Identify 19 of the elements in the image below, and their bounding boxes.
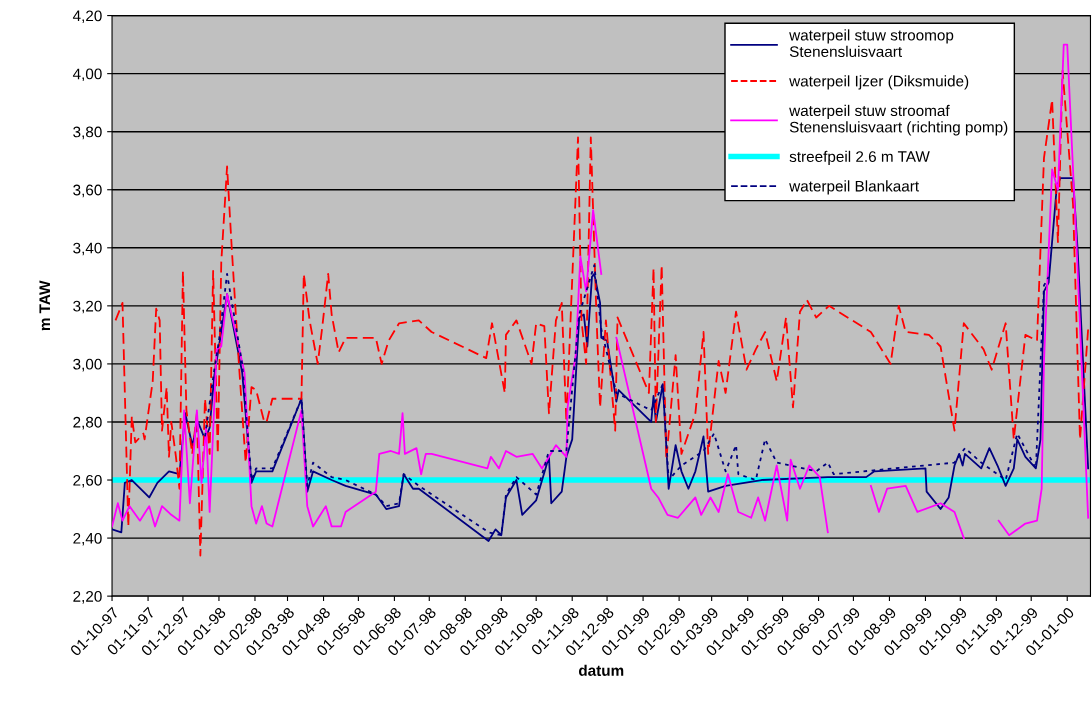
y-tick-label: 3,00 <box>73 358 102 372</box>
legend-label: waterpeil stuw stroomaf Stenensluisvaart (richting pomp) <box>789 104 1008 136</box>
y-tick-label: 3,80 <box>73 126 102 140</box>
y-tick-label: 3,40 <box>73 242 102 256</box>
y-tick-label: 4,00 <box>72 68 102 82</box>
y-tick-label: 2,40 <box>73 532 102 546</box>
y-tick-label: 2,80 <box>73 416 102 430</box>
legend-label: waterpeil Ijzer (Diksmuide) <box>789 75 969 90</box>
y-tick-label: 3,20 <box>73 300 102 314</box>
x-axis-title: datum <box>578 664 624 676</box>
y-tick-label: 4,20 <box>72 10 102 24</box>
y-axis-title: m TAW <box>39 280 50 331</box>
y-tick-label: 3,60 <box>73 184 102 198</box>
y-tick-label: 2,20 <box>73 591 102 604</box>
line-series <box>204 264 1050 537</box>
legend-label: waterpeil Blankaart <box>789 180 919 195</box>
y-tick-label: 2,60 <box>73 474 102 488</box>
legend-label: streefpeil 2.6 m TAW <box>789 150 930 166</box>
legend-label: waterpeil stuw stroomop Stenensluisvaart <box>789 29 954 57</box>
